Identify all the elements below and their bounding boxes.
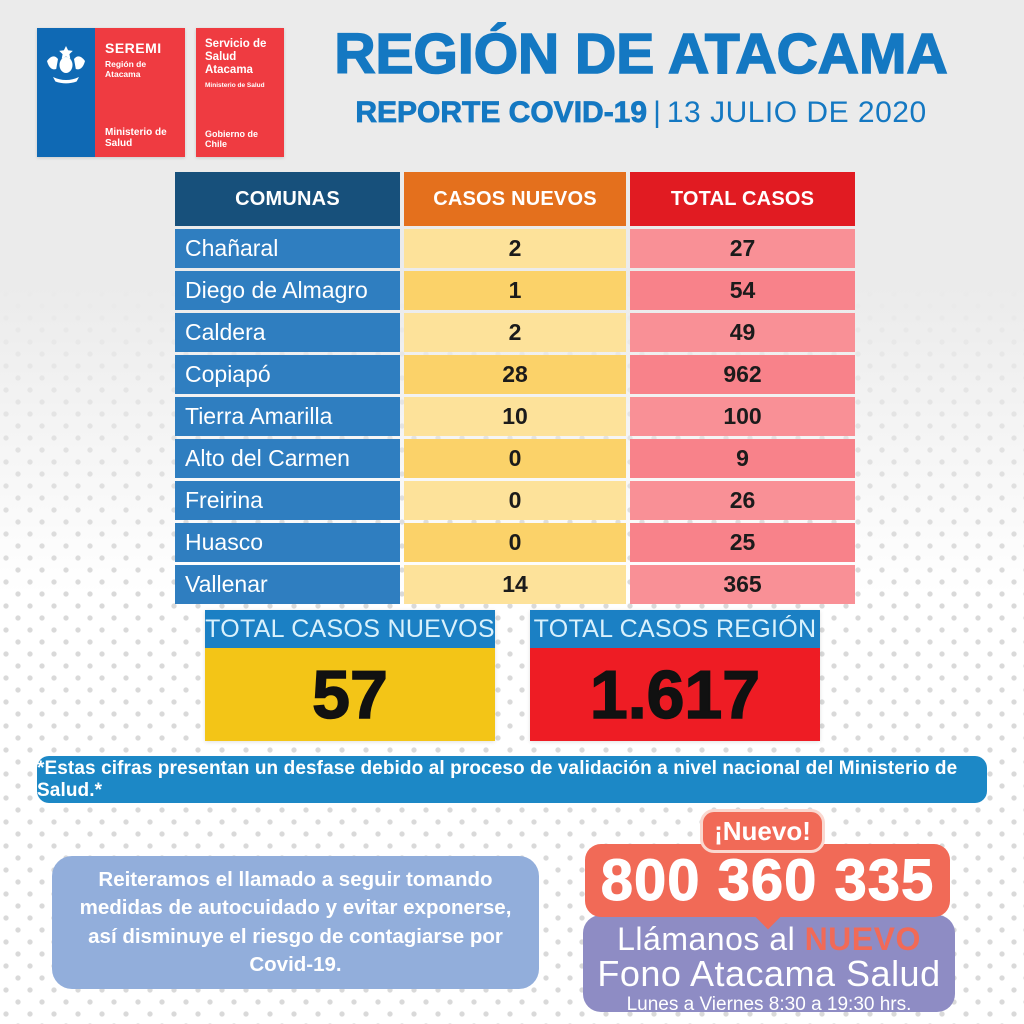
hotline-phone-number: 800 360 335	[585, 844, 950, 917]
total-casos-cell: 365	[630, 565, 855, 604]
comuna-cell: Tierra Amarilla	[175, 397, 400, 436]
hotline-line1: Llámanos al NUEVO	[583, 923, 955, 955]
total-casos-region-box: TOTAL CASOS REGIÓN 1.617	[530, 610, 820, 741]
table-row: Caldera 2 49	[175, 313, 855, 352]
table-row: Chañaral 2 27	[175, 229, 855, 268]
total-casos-cell: 26	[630, 481, 855, 520]
servicio-logo-name: Servicio de Salud Atacama	[205, 38, 267, 77]
casos-nuevos-cell: 2	[404, 229, 626, 268]
report-subtitle: REPORTE COVID-19 | 13 JULIO DE 2020	[288, 96, 994, 130]
hotline-line1-highlight: NUEVO	[804, 921, 921, 957]
page-title: REGIÓN DE ATACAMA	[334, 22, 949, 86]
casos-nuevos-cell: 0	[404, 439, 626, 478]
table-row: Tierra Amarilla 10 100	[175, 397, 855, 436]
table-row: Copiapó 28 962	[175, 355, 855, 394]
total-casos-nuevos-value: 57	[205, 648, 495, 741]
comuna-cell: Diego de Almagro	[175, 271, 400, 310]
table-row: Vallenar 14 365	[175, 565, 855, 604]
seremi-logo-blue-panel	[37, 28, 95, 157]
comuna-cell: Chañaral	[175, 229, 400, 268]
total-casos-cell: 27	[630, 229, 855, 268]
comuna-cell: Copiapó	[175, 355, 400, 394]
seremi-logo-ministry: Ministerio de Salud	[105, 127, 167, 149]
seremi-logo: SEREMI Región de Atacama Ministerio de S…	[37, 28, 185, 157]
total-casos-cell: 9	[630, 439, 855, 478]
table-row: Diego de Almagro 1 54	[175, 271, 855, 310]
covid-cases-table: COMUNAS CASOS NUEVOS TOTAL CASOS Chañara…	[175, 172, 855, 604]
validation-note: *Estas cifras presentan un desfase debid…	[37, 756, 987, 803]
hotline-line1-prefix: Llámanos al	[617, 921, 805, 957]
total-casos-region-value: 1.617	[530, 648, 820, 741]
chile-coat-of-arms-icon	[44, 44, 88, 157]
comuna-cell: Alto del Carmen	[175, 439, 400, 478]
seremi-logo-name: SEREMI	[105, 40, 162, 56]
casos-nuevos-cell: 28	[404, 355, 626, 394]
subtitle-separator: |	[653, 96, 661, 130]
casos-nuevos-cell: 1	[404, 271, 626, 310]
column-header-total-casos: TOTAL CASOS	[630, 172, 855, 226]
casos-nuevos-cell: 2	[404, 313, 626, 352]
comuna-cell: Caldera	[175, 313, 400, 352]
hotline-line2: Fono Atacama Salud	[597, 953, 941, 994]
comuna-cell: Huasco	[175, 523, 400, 562]
casos-nuevos-cell: 14	[404, 565, 626, 604]
column-header-comunas: COMUNAS	[175, 172, 400, 226]
report-date: 13 JULIO DE 2020	[666, 96, 927, 130]
servicio-salud-logo: Servicio de Salud Atacama Ministerio de …	[196, 28, 284, 157]
seremi-logo-region: Región de Atacama	[105, 59, 147, 79]
total-casos-region-label: TOTAL CASOS REGIÓN	[530, 610, 820, 648]
servicio-logo-sub: Ministerio de Salud	[205, 81, 265, 89]
comuna-cell: Vallenar	[175, 565, 400, 604]
table-row: Alto del Carmen 0 9	[175, 439, 855, 478]
header: REGIÓN DE ATACAMA REPORTE COVID-19 | 13 JU…	[288, 22, 994, 130]
table-row: Huasco 0 25	[175, 523, 855, 562]
column-header-casos-nuevos: CASOS NUEVOS	[404, 172, 626, 226]
total-casos-cell: 962	[630, 355, 855, 394]
total-casos-cell: 49	[630, 313, 855, 352]
table-row: Freirina 0 26	[175, 481, 855, 520]
comuna-cell: Freirina	[175, 481, 400, 520]
table-header-row: COMUNAS CASOS NUEVOS TOTAL CASOS	[175, 172, 855, 226]
hotline-hours: Lunes a Viernes 8:30 a 19:30 hrs.	[626, 993, 912, 1015]
total-casos-cell: 100	[630, 397, 855, 436]
casos-nuevos-cell: 0	[404, 523, 626, 562]
selfcare-message: Reiteramos el llamado a seguir tomando m…	[52, 856, 539, 989]
total-casos-cell: 25	[630, 523, 855, 562]
casos-nuevos-cell: 10	[404, 397, 626, 436]
casos-nuevos-cell: 0	[404, 481, 626, 520]
nuevo-badge: ¡Nuevo!	[700, 809, 825, 853]
total-casos-nuevos-box: TOTAL CASOS NUEVOS 57	[205, 610, 495, 741]
servicio-logo-footer: Gobierno de Chile	[205, 129, 259, 149]
total-casos-cell: 54	[630, 271, 855, 310]
fono-atacama-salud-box: Llámanos al NUEVO Fono Atacama Salud Lun…	[583, 915, 955, 1015]
total-casos-nuevos-label: TOTAL CASOS NUEVOS	[205, 610, 495, 648]
report-label: REPORTE COVID-19	[355, 96, 648, 130]
